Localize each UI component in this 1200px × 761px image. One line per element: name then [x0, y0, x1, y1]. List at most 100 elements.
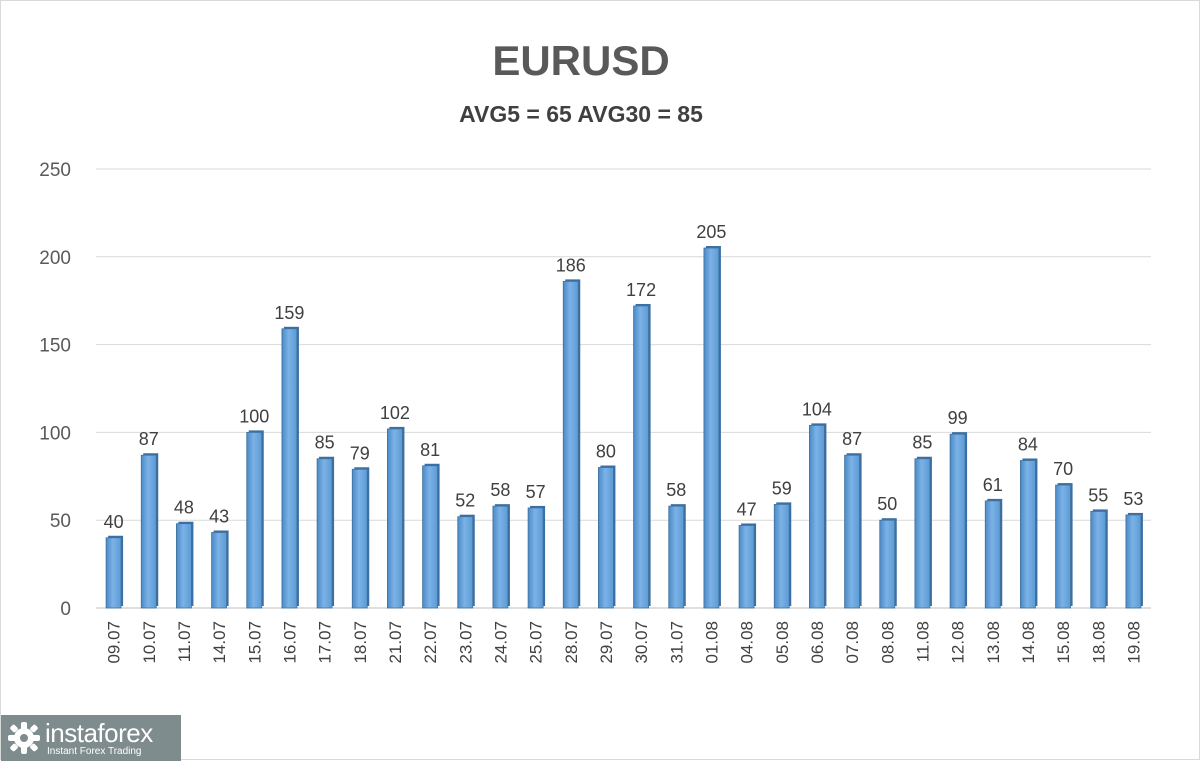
x-tick-label: 24.07	[491, 621, 510, 664]
data-label: 102	[380, 403, 410, 423]
bar	[105, 537, 122, 609]
y-axis-ticks: 0 50 100 150 200 250	[39, 160, 71, 620]
x-tick-label: 05.08	[773, 621, 792, 664]
x-tick-label: 30.07	[632, 621, 651, 664]
x-tick-label: 12.08	[949, 621, 968, 664]
x-tick-label: 07.08	[843, 621, 862, 664]
x-tick-label: 21.07	[386, 621, 405, 664]
bar	[246, 431, 263, 609]
y-tick-label: 100	[39, 423, 71, 444]
data-label: 186	[556, 255, 586, 275]
bar	[668, 505, 685, 609]
bar	[1055, 484, 1071, 609]
chart-subtitle: AVG5 = 65 AVG30 = 85	[459, 101, 703, 127]
data-label: 104	[802, 399, 832, 419]
instaforex-logo-icon	[8, 722, 40, 754]
instaforex-watermark: instaforex Instant Forex Trading	[1, 715, 181, 761]
data-labels: 40 87 48 43 100 159 85 79 102 81 52 58 57 186 80 172 58 2…	[104, 222, 1144, 532]
x-tick-label: 23.07	[456, 621, 475, 664]
data-label: 99	[948, 408, 968, 428]
bar	[492, 505, 509, 609]
y-tick-label: 150	[39, 336, 71, 357]
bar	[457, 516, 474, 609]
x-axis-ticks: 09.07 10.07 11.07 14.07 15.07 16.07 17.07 18.07…	[105, 621, 1144, 664]
x-tick-label: 14.08	[1019, 621, 1038, 664]
x-tick-label: 11.08	[913, 621, 932, 662]
bar	[562, 280, 579, 609]
data-label: 80	[596, 442, 616, 462]
x-tick-label: 18.07	[351, 621, 370, 664]
bar	[738, 525, 755, 609]
x-tick-label: 15.08	[1054, 621, 1073, 664]
y-tick-label: 200	[39, 248, 71, 269]
bar	[1020, 460, 1036, 609]
x-tick-label: 11.07	[175, 621, 194, 662]
data-label: 58	[490, 480, 510, 500]
x-tick-label: 08.08	[878, 621, 897, 664]
data-label: 61	[983, 475, 1003, 495]
bar	[176, 523, 192, 609]
bar	[844, 454, 860, 609]
bar	[316, 458, 333, 609]
x-tick-label: 06.08	[808, 621, 827, 664]
data-label: 172	[626, 280, 656, 300]
y-tick-label: 50	[50, 511, 71, 532]
bar	[387, 428, 403, 609]
data-label: 53	[1123, 489, 1143, 509]
data-label: 48	[174, 498, 194, 518]
data-label: 47	[737, 499, 757, 519]
data-label: 85	[315, 433, 335, 453]
x-tick-label: 31.07	[667, 621, 686, 664]
x-tick-label: 09.07	[105, 621, 124, 664]
bar	[527, 507, 544, 609]
x-tick-label: 14.07	[210, 621, 229, 664]
x-tick-label: 22.07	[421, 621, 440, 664]
data-label: 40	[104, 512, 124, 532]
data-label: 87	[842, 429, 862, 449]
bar	[140, 454, 157, 609]
bars	[105, 246, 1143, 609]
data-label: 59	[772, 478, 792, 498]
bar	[598, 467, 614, 609]
x-tick-label: 01.08	[702, 621, 721, 664]
bar	[211, 532, 227, 609]
bar	[879, 519, 896, 609]
data-label: 87	[139, 429, 159, 449]
x-tick-label: 29.07	[597, 621, 616, 664]
chart-title: EURUSD	[492, 37, 670, 84]
data-label: 55	[1088, 485, 1108, 505]
data-label: 58	[666, 480, 686, 500]
y-tick-label: 250	[39, 160, 71, 181]
data-label: 84	[1018, 434, 1038, 454]
x-tick-label: 15.07	[245, 621, 264, 664]
x-tick-label: 13.08	[984, 621, 1003, 664]
bar	[281, 328, 298, 609]
bar	[1125, 514, 1142, 609]
bar	[914, 458, 931, 609]
x-tick-label: 16.07	[280, 621, 299, 664]
y-tick-label: 0	[60, 599, 71, 620]
x-tick-label: 19.08	[1124, 621, 1143, 664]
data-label: 79	[350, 443, 370, 463]
data-label: 52	[455, 491, 475, 511]
x-tick-label: 17.07	[316, 621, 335, 664]
instaforex-tagline: Instant Forex Trading	[47, 746, 142, 757]
data-label: 70	[1053, 459, 1073, 479]
bar	[773, 503, 790, 609]
data-label: 205	[696, 222, 726, 242]
bar	[809, 424, 825, 609]
data-label: 57	[526, 482, 546, 502]
gridlines	[96, 168, 1151, 609]
instaforex-brand-text: instaforex	[45, 718, 153, 748]
x-tick-label: 10.07	[140, 621, 159, 664]
x-tick-label: 28.07	[562, 621, 581, 664]
bar	[633, 305, 649, 609]
bar	[703, 247, 720, 609]
bar	[984, 500, 1001, 609]
data-label: 50	[877, 494, 897, 514]
x-tick-label: 04.08	[738, 621, 757, 664]
data-label: 85	[912, 433, 932, 453]
bar	[351, 468, 368, 609]
